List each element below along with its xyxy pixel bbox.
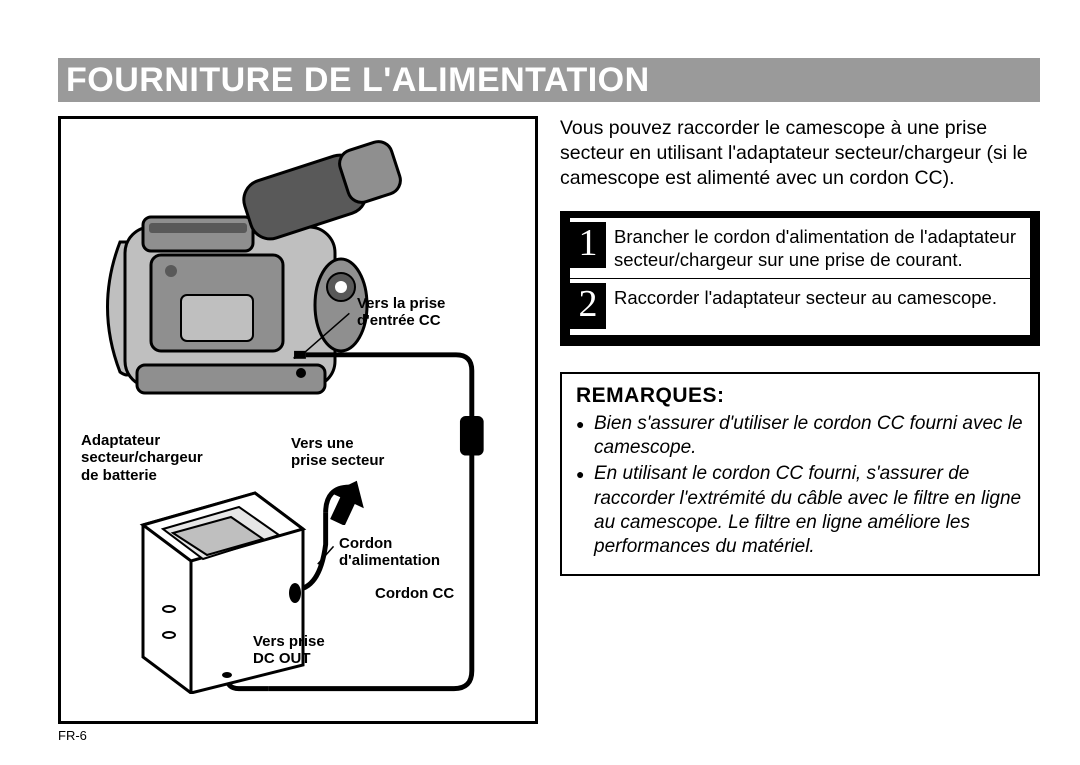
- intro-paragraph: Vous pouvez raccorder le camescope à une…: [560, 116, 1040, 191]
- notes-list: Bien s'assurer d'utiliser le cordon CC f…: [576, 412, 1024, 560]
- label-line: Vers prise: [253, 633, 325, 650]
- svg-text:•: •: [293, 353, 296, 363]
- step-text: Brancher le cordon d'alimentation de l'a…: [614, 222, 1030, 272]
- label-adaptateur: Adaptateur secteur/chargeur de batterie: [81, 432, 203, 484]
- label-cordon-cc: Cordon CC: [375, 585, 454, 602]
- label-line: Vers la prise: [357, 295, 445, 312]
- step-number: 1: [570, 222, 606, 268]
- label-line: Cordon: [339, 535, 392, 552]
- label-vers-prise-secteur: Vers une prise secteur: [291, 435, 384, 470]
- step-number: 2: [570, 283, 606, 329]
- label-vers-dc-out: Vers prise DC OUT: [253, 633, 325, 668]
- right-column: Vous pouvez raccorder le camescope à une…: [560, 116, 1040, 724]
- page-title: FOURNITURE DE L'ALIMENTATION: [66, 61, 650, 100]
- label-line: de batterie: [81, 467, 157, 484]
- notes-box: REMARQUES: Bien s'assurer d'utiliser le …: [560, 372, 1040, 576]
- camcorder-icon: •: [85, 137, 415, 417]
- label-line: DC OUT: [253, 650, 311, 667]
- page-number: FR-6: [58, 728, 87, 743]
- note-item: En utilisant le cordon CC fourni, s'assu…: [576, 462, 1024, 559]
- label-line: Adaptateur: [81, 432, 160, 449]
- label-line: Cordon CC: [375, 585, 454, 602]
- label-line: Vers une: [291, 435, 354, 452]
- manual-page: FOURNITURE DE L'ALIMENTATION: [0, 0, 1080, 765]
- label-line: d'alimentation: [339, 552, 440, 569]
- steps-block: 1 Brancher le cordon d'alimentation de l…: [560, 211, 1040, 346]
- label-vers-prise-entree-cc: Vers la prise d'entrée CC: [357, 295, 445, 330]
- two-column-layout: • Vers la prise d'entrée CC: [58, 116, 1040, 724]
- note-item: Bien s'assurer d'utiliser le cordon CC f…: [576, 412, 1024, 461]
- label-line: secteur/chargeur: [81, 449, 203, 466]
- diagram-box: • Vers la prise d'entrée CC: [58, 116, 538, 724]
- notes-heading: REMARQUES:: [576, 384, 1024, 408]
- step-1: 1 Brancher le cordon d'alimentation de l…: [570, 217, 1030, 279]
- label-line: d'entrée CC: [357, 312, 441, 329]
- arrow-icon: [329, 479, 367, 525]
- label-line: prise secteur: [291, 452, 384, 469]
- title-bar: FOURNITURE DE L'ALIMENTATION: [58, 58, 1040, 102]
- step-text: Raccorder l'adaptateur secteur au camesc…: [614, 283, 1003, 310]
- label-cordon-alimentation: Cordon d'alimentation: [339, 535, 440, 570]
- step-2: 2 Raccorder l'adaptateur secteur au came…: [570, 279, 1030, 336]
